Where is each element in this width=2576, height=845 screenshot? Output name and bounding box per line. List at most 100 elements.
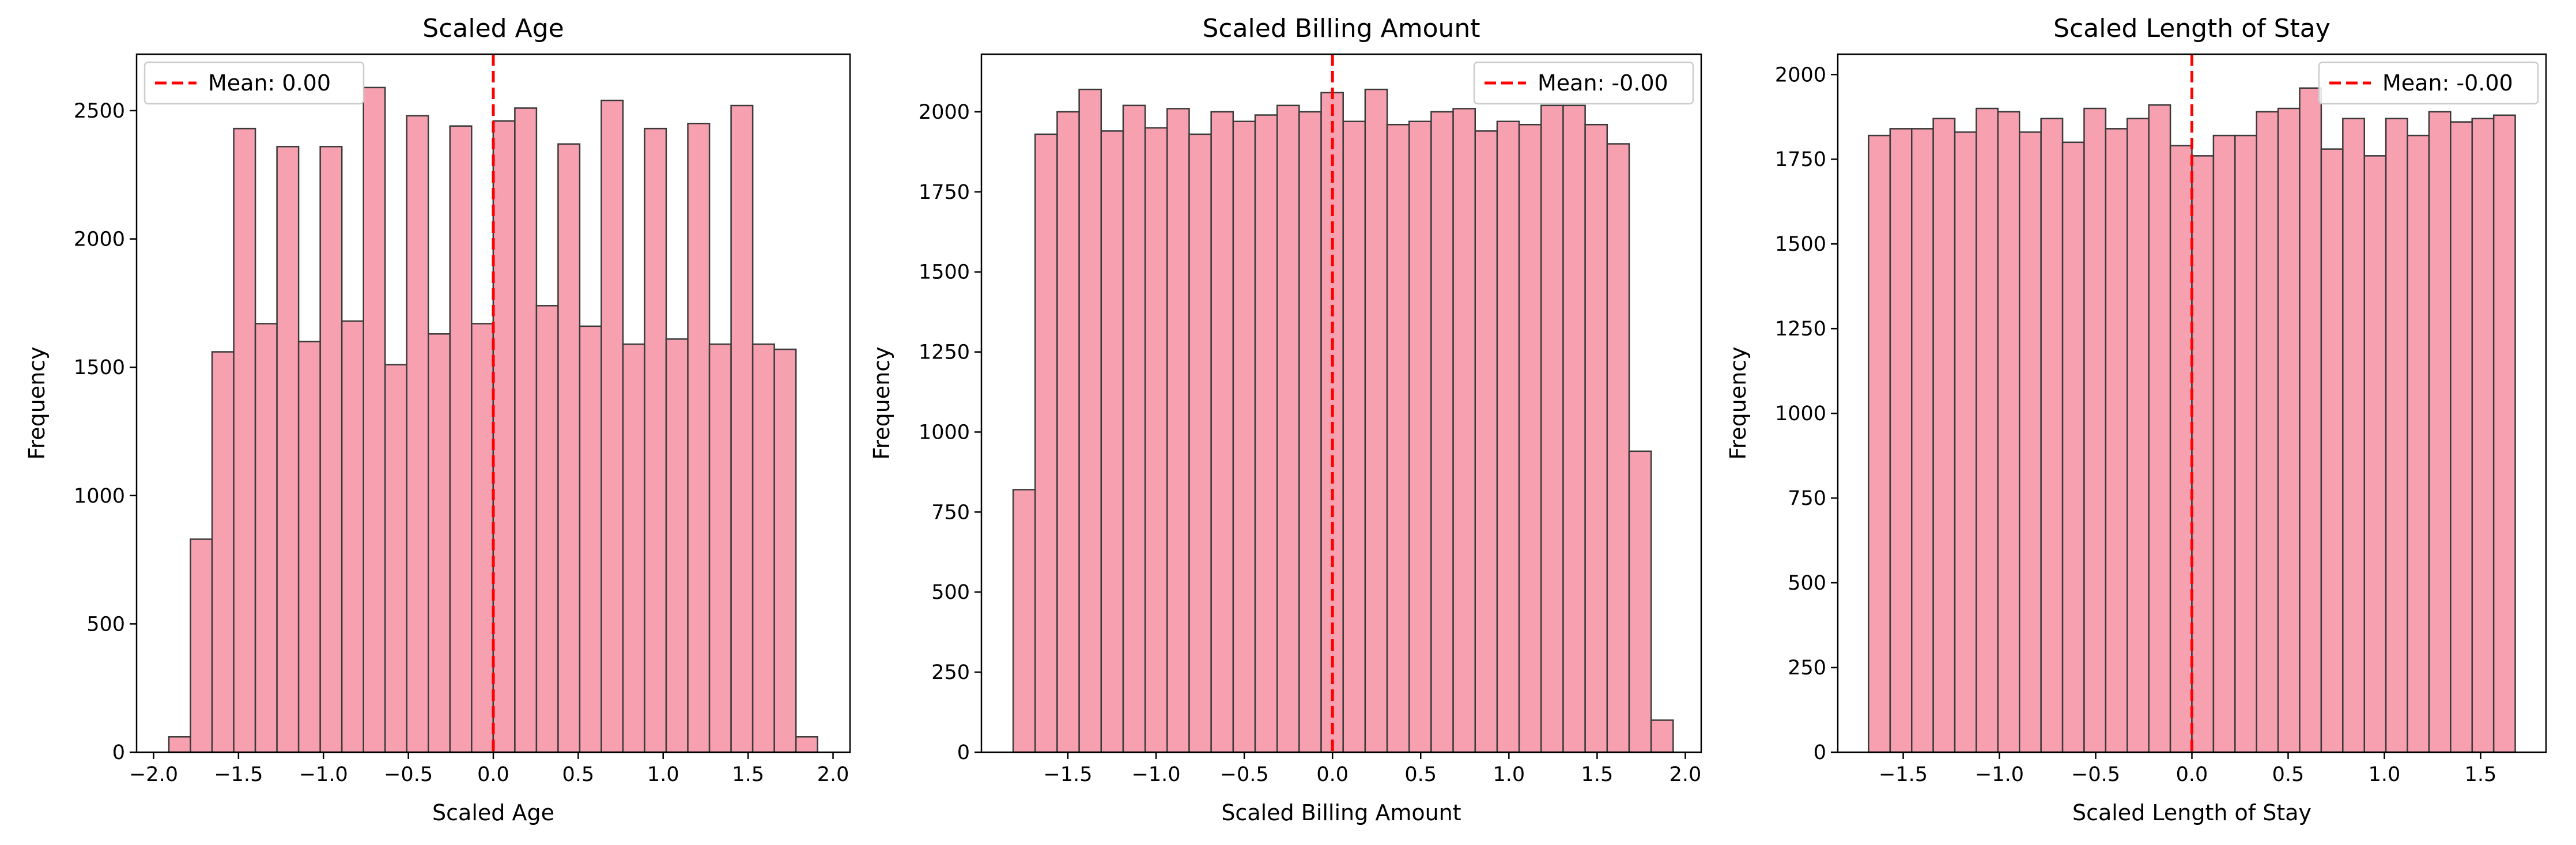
histogram-bar [1910,128,1934,753]
x-tick-label: −1.5 [214,763,263,786]
y-tick-label: 1750 [1775,148,1826,171]
y-tick-label: 1500 [919,261,970,284]
histogram-bar [1166,108,1190,753]
histogram-bar [579,325,602,753]
x-tick-label: 1.0 [1493,763,1525,786]
x-tick-label: 1.5 [1581,763,1614,786]
histogram-bar [384,364,408,753]
histogram-bar [2234,134,2257,753]
x-tick-label: −1.5 [1879,763,1928,786]
x-tick-label: −2.0 [129,763,178,786]
x-axis-label: Scaled Billing Amount [1221,800,1461,825]
x-tick-label: 0.5 [562,763,595,786]
y-tick-label: 250 [1788,657,1826,680]
histogram-bar [2169,145,2193,753]
chart-title: Scaled Billing Amount [1202,14,1480,43]
histogram-bar [1254,114,1278,753]
y-tick-label: 1500 [1775,233,1826,256]
histogram-bar [211,351,235,753]
histogram-bar [1932,118,1956,753]
histogram-bar [2428,111,2452,753]
x-tick-label: 2.0 [817,763,849,786]
legend: Mean: -0.00 [1473,61,1694,105]
histogram-bar [492,120,516,753]
histogram-bar [1232,120,1256,753]
x-tick-label: 0.5 [2272,763,2305,786]
y-tick-label: 0 [1814,741,1826,764]
x-tick-label: 0.0 [2176,763,2208,786]
y-tick-label: 500 [86,613,125,636]
y-tick-label: 750 [1788,487,1826,510]
x-tick-label: −1.0 [299,763,348,786]
histogram-bar [2191,155,2215,753]
histogram-bar [168,736,191,753]
legend-label: Mean: 0.00 [208,70,331,96]
histogram-bar [2083,107,2107,753]
histogram-bar [2061,141,2085,753]
y-tick-label: 1000 [1775,402,1826,425]
histogram-bar [190,538,213,753]
y-tick-label: 1750 [919,181,970,204]
histogram-bar [319,146,343,753]
y-tick-label: 2000 [1775,63,1826,86]
x-tick-label: 0.5 [1404,763,1437,786]
histogram-bar [1276,104,1300,753]
histogram-bar [2019,131,2042,753]
histogram-bar [362,86,386,753]
histogram-bar [254,323,278,753]
chart-scaled-billing-amount: −1.5 −1.0 −0.5 0.0 0.5 1.0 1.5 2.0 0 250 500 750 100… [869,14,1702,825]
histogram-bar [535,305,559,753]
histogram-bar [1364,88,1388,753]
histogram-bar [2385,118,2408,753]
histogram-bar [1452,108,1476,753]
histogram-bar [2212,134,2236,753]
histogram-bar [233,127,256,753]
y-tick-label: 750 [931,501,970,524]
histogram-bar [2363,155,2387,753]
histogram-bar [2492,114,2516,753]
histogram-bar [471,323,494,753]
histogram-bar [1606,143,1630,753]
y-tick-label: 0 [957,741,970,764]
histogram-bar [276,146,300,753]
x-tick-label: −1.0 [1975,763,2024,786]
histogram-bar [1342,120,1366,753]
histogram-bar [2126,118,2150,753]
histogram-bar [1562,104,1586,753]
histogram-bar [795,736,818,753]
y-tick-label: 1250 [1775,318,1826,341]
histogram-bar [1408,120,1432,753]
histogram-bar [1976,107,1999,753]
histogram-bar [1034,133,1058,753]
histogram-bar [1997,111,2020,753]
y-tick-label: 500 [931,581,970,604]
x-tick-label: −0.5 [1220,763,1269,786]
chart-scaled-length-of-stay: −1.5 −1.0 −0.5 0.0 0.5 1.0 1.5 0 250 500 750 1000 12… [1725,14,2547,825]
histogram-bar [428,333,451,753]
x-tick-label: 2.0 [1670,763,1702,786]
histogram-bar [687,122,711,753]
histogram-bar [1954,131,1977,753]
histogram-bar [2342,118,2365,753]
histogram-bar [2471,118,2495,753]
y-tick-label: 1250 [919,341,970,364]
histogram-bar [1650,719,1674,753]
y-tick-label: 0 [112,741,125,764]
y-tick-label: 2000 [919,101,970,124]
histogram-bar [1078,88,1102,753]
histogram-bar [2299,87,2322,753]
y-tick-label: 1000 [74,485,125,508]
histogram-bar [1430,111,1454,753]
histogram-bar [1628,450,1652,753]
chart-scaled-age: −2.0 −1.5 −1.0 −0.5 0.0 0.5 1.0 1.5 2.0 0 500 1000 1… [24,14,851,825]
x-tick-label: −1.5 [1044,763,1093,786]
y-tick-label: 500 [1788,572,1826,595]
histogram-bar [600,99,624,753]
legend-label: Mean: -0.00 [1538,70,1668,96]
histogram-bar [2256,111,2279,753]
y-axis-label: Frequency [1725,346,1751,459]
legend-box [1473,61,1694,105]
x-tick-label: 0.0 [1316,763,1349,786]
histogram-bar [1889,128,1913,753]
